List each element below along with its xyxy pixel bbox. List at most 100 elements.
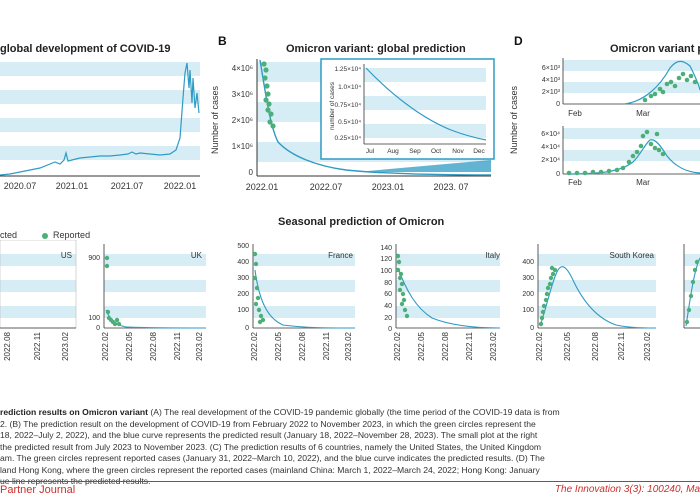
panel-c-uk-xtick: 2023.02 <box>195 331 204 360</box>
legend-reported-label: Reported <box>53 230 91 240</box>
panel-b-inset-xtick: Dec <box>473 148 485 155</box>
panel-a-series-line <box>0 62 200 176</box>
panel-c-italy-chart: Italy 140 120 100 80 60 40 20 0 2022.02 … <box>380 244 501 361</box>
caption-line: rediction results on Omicron variant (A)… <box>0 407 700 419</box>
panel-d-top-xtick: Mar <box>636 109 650 118</box>
panel-d-top-curve <box>624 60 700 105</box>
panel-d-title: Omicron variant p <box>610 43 700 55</box>
panel-c-italy-ytick: 140 <box>380 245 392 252</box>
panel-c-uk-xtick: 2022.08 <box>149 331 158 360</box>
panel-c-france-xtick: 2022.08 <box>298 331 307 360</box>
panel-d-top-subplot: 6×10³ 4×10³ 2×10³ 0 Feb Mar <box>542 58 700 118</box>
legend-predicted-label: cted <box>0 230 18 240</box>
panel-c-france-dots <box>252 251 266 325</box>
caption-line: the predicted result from July 2023 to N… <box>0 441 542 452</box>
panel-b-inset-ylabel: number of cases <box>329 81 336 130</box>
panel-d-label: D <box>514 34 523 48</box>
panel-c-france-xtick: 2023.02 <box>344 331 353 360</box>
panel-d-bottom-xtick: Mar <box>636 178 650 186</box>
panel-c-korea-ytick: 300 <box>522 275 534 282</box>
panel-b-inset-ytick: 0.25×10⁴ <box>335 135 362 142</box>
panel-b-inset-ytick: 0.75×10⁴ <box>335 102 362 109</box>
panel-c-uk-dots <box>104 255 122 327</box>
panel-b-inset-xtick: Oct <box>431 148 441 155</box>
panel-d-top-ytick: 4×10³ <box>542 77 561 84</box>
panel-c-korea-ytick: 100 <box>522 307 534 314</box>
panel-b-inset-xtick: Aug <box>387 148 399 155</box>
panel-d-top-dots <box>642 71 698 103</box>
panel-c-korea-chart: South Korea 400 300 200 100 0 2022.02 20… <box>522 244 657 361</box>
panel-c-uk-xtick: 2022.05 <box>125 331 134 360</box>
panel-c-legend: cted Reported <box>0 230 90 240</box>
panel-b-xtick: 2022.07 <box>310 182 343 192</box>
panel-b-label: B <box>218 34 227 48</box>
caption-line: land Hong Kong, where the green circles … <box>0 464 540 475</box>
panel-d-bottom-ytick: 0 <box>556 171 560 178</box>
panel-c-italy-ytick: 120 <box>380 256 392 263</box>
panel-d-top-ytick: 2×10³ <box>542 89 561 96</box>
panel-c-us-name: US <box>61 251 72 260</box>
panel-c-korea-curve <box>539 266 657 329</box>
panel-c-us-xtick: 2022.08 <box>3 331 12 360</box>
panel-c-italy-xtick: 2023.02 <box>489 331 498 360</box>
panel-c-italy-dots <box>395 253 410 319</box>
panel-c-france-ytick: 200 <box>237 291 249 298</box>
panel-b-ytick: 0 <box>249 168 254 177</box>
panel-d-top-ytick: 0 <box>556 101 560 108</box>
panel-b-inset-xtick: Jul <box>366 148 375 155</box>
panel-c-france-chart: France 500 400 300 200 100 0 2022.02 202… <box>237 243 356 361</box>
footer-journal-label: Partner Journal <box>0 484 76 496</box>
panel-c-italy-xtick: 2022.05 <box>417 331 426 360</box>
panel-a-xtick: 2020.07 <box>4 181 37 191</box>
panel-c-italy-ytick: 100 <box>380 268 392 275</box>
panel-b-reported-dots <box>261 61 276 129</box>
panel-c-italy-ytick: 60 <box>384 291 392 298</box>
panel-c-italy-ytick: 0 <box>388 326 392 333</box>
panel-c-france-xtick: 2022.05 <box>274 331 283 360</box>
panel-c-france-curve <box>254 269 356 329</box>
caption-heading: rediction results on Omicron variant <box>0 407 149 417</box>
footer-rule <box>0 481 700 482</box>
panel-a-xtick: 2021.07 <box>111 181 144 191</box>
panel-b-ytick: 3×10⁶ <box>232 90 253 99</box>
panel-d-top-xtick: Feb <box>568 109 582 118</box>
panel-c-korea-xtick: 2022.08 <box>591 331 600 360</box>
panel-b-ytick: 2×10⁶ <box>232 116 253 125</box>
caption-line: 18, 2022–July 2, 2022), and the blue cur… <box>0 430 538 440</box>
panel-c-italy-xtick: 2022.02 <box>393 331 402 360</box>
panel-c-korea-xtick: 2022.02 <box>535 331 544 360</box>
panel-d-chart: Number of cases 6×10³ 4×10³ 2×10³ 0 Feb … <box>509 58 700 186</box>
panel-d-bottom-subplot: 6×10⁴ 4×10⁴ 2×10⁴ 0 Feb Mar <box>541 126 700 186</box>
panel-c-italy-name: Italy <box>485 251 500 260</box>
caption-line: am. The green circles represent reported… <box>0 453 545 463</box>
panel-c-korea-xtick: 2022.05 <box>563 331 572 360</box>
panel-c-uk-ytick: 100 <box>88 315 100 322</box>
panel-b-xtick: 2022.01 <box>246 182 279 192</box>
panel-c-korea-xtick: 2023.02 <box>643 331 652 360</box>
panel-c-france-ytick: 100 <box>237 307 249 314</box>
panel-b-inset-xtick: Nov <box>452 148 464 155</box>
panel-c-italy-ytick: 20 <box>384 315 392 322</box>
panel-b-tail-wedge <box>356 160 491 172</box>
panel-c-italy-ytick: 40 <box>384 303 392 310</box>
panel-c-korea-xtick: 2022.11 <box>617 331 626 360</box>
panel-c-korea-name: South Korea <box>610 251 655 260</box>
panel-c-partial-chart <box>683 244 700 329</box>
panel-c-uk-xtick: 2022.11 <box>173 331 182 360</box>
panel-a-title: global development of COVID-19 <box>0 43 171 55</box>
footer-citation: The Innovation 3(3): 100240, Ma <box>554 484 700 495</box>
panel-b-chart: Number of cases 4×10⁶ 3×10⁶ 2×10⁶ 1×10⁶ … <box>210 58 495 192</box>
panel-a-chart: 2020.07 2021.01 2021.07 2022.01 <box>0 62 200 191</box>
panel-b-inset-ytick: 1.0×10⁴ <box>338 84 361 91</box>
panel-c-france-ytick: 400 <box>237 259 249 266</box>
panel-c-france-xtick: 2022.02 <box>250 331 259 360</box>
panel-c-france-name: France <box>328 251 353 260</box>
panel-a-xtick: 2022.01 <box>164 181 197 191</box>
panel-d-bottom-xtick: Feb <box>568 178 582 186</box>
panel-c-korea-ytick: 200 <box>522 291 534 298</box>
panel-c-korea-dots <box>538 265 558 327</box>
panel-c-uk-xtick: 2022.02 <box>101 331 110 360</box>
panel-c-uk-name: UK <box>191 251 203 260</box>
panel-b-title: Omicron variant: global prediction <box>286 43 466 55</box>
panel-a-xtick: 2021.01 <box>56 181 89 191</box>
